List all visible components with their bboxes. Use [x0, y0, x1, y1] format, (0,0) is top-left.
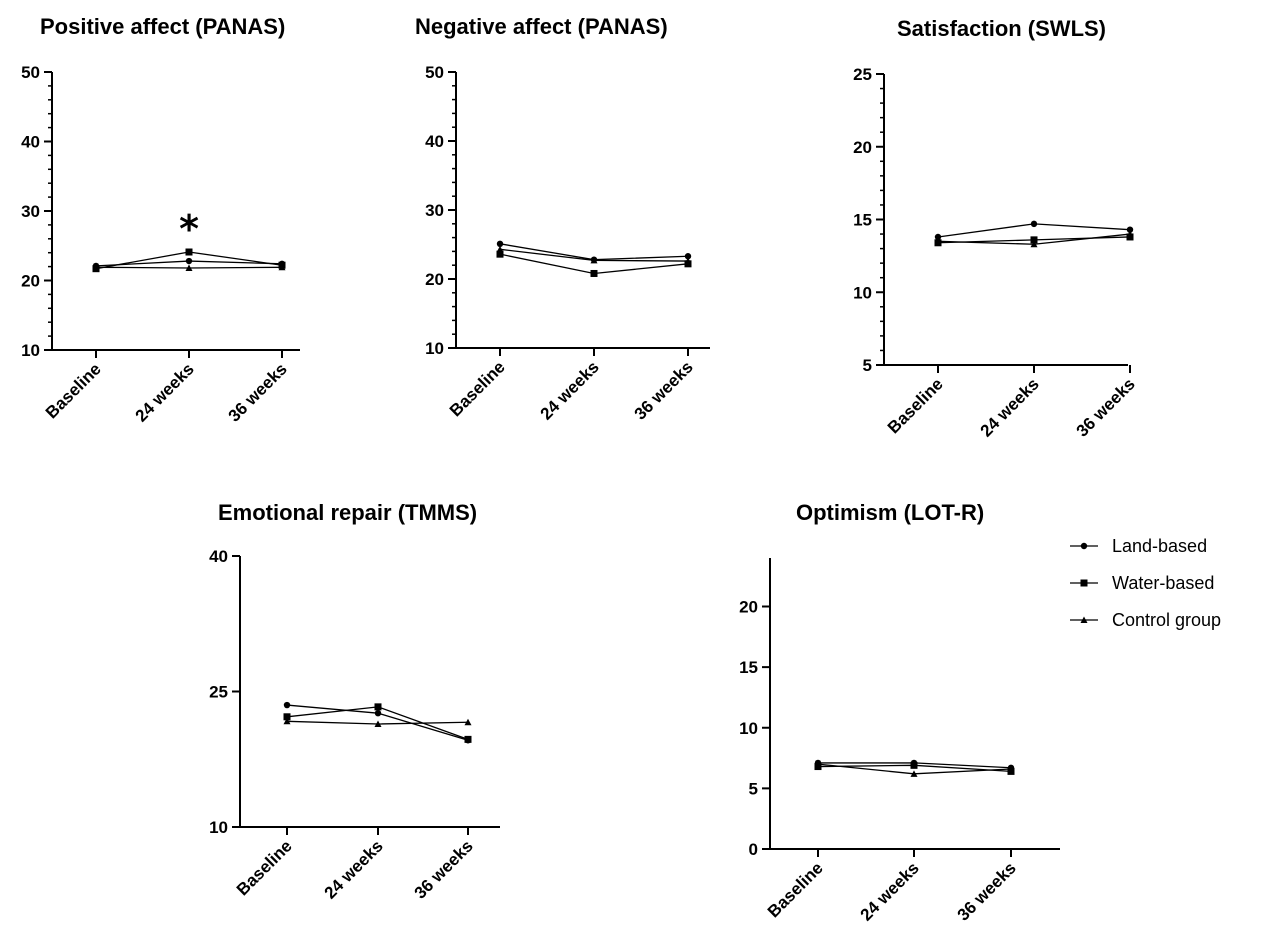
- x-tick-label: 36 weeks: [631, 357, 697, 423]
- data-point: [590, 256, 598, 264]
- x-tick-label: Baseline: [42, 359, 105, 422]
- y-tick-label: 20: [739, 598, 758, 617]
- data-point: [283, 701, 291, 709]
- panel-negative-affect: Negative affect (PANAS) 10 20 30 40 50 Baseli…: [415, 14, 710, 424]
- y-tick-label: 20: [853, 138, 872, 157]
- data-point: [910, 770, 918, 777]
- y-tick-label: 5: [863, 356, 872, 375]
- data-point: [496, 245, 504, 253]
- panel-positive-affect: Positive affect (PANAS) 10 20 30 40 50 Baseli…: [21, 14, 300, 426]
- panel-optimism: Optimism (LOT-R) 0 5 10 15 20 Baseline 24 week…: [739, 500, 1060, 925]
- chart-title: Satisfaction (SWLS): [897, 16, 1106, 41]
- chart-title: Positive affect (PANAS): [40, 14, 285, 39]
- legend-marker-dot: [1080, 542, 1088, 550]
- y-tick-label: 0: [749, 840, 758, 859]
- data-point: [464, 735, 472, 743]
- y-tick-label: 25: [853, 65, 872, 84]
- data-point: [1030, 220, 1038, 228]
- x-tick-label: 24 weeks: [321, 836, 387, 902]
- data-point: [684, 253, 692, 260]
- data-point: [910, 761, 918, 769]
- data-point: [1030, 240, 1038, 248]
- y-tick-label: 25: [209, 683, 228, 702]
- legend: Land-based Water-based Control group: [1070, 536, 1221, 630]
- data-point: [185, 257, 193, 265]
- y-tick-label: 40: [21, 133, 40, 152]
- chart-title: Optimism (LOT-R): [796, 500, 984, 525]
- x-tick-label: 36 weeks: [411, 836, 477, 902]
- data-point: [934, 233, 942, 241]
- legend-label: Land-based: [1112, 536, 1207, 556]
- y-tick-label: 40: [425, 132, 444, 151]
- legend-label: Water-based: [1112, 573, 1214, 593]
- legend-marker-square: [1080, 579, 1088, 587]
- y-tick-label: 40: [209, 547, 228, 566]
- legend-item: Water-based: [1070, 573, 1214, 593]
- y-tick-label: 10: [21, 341, 40, 360]
- y-tick-label: 10: [425, 339, 444, 358]
- x-tick-label: 36 weeks: [954, 858, 1020, 924]
- data-point: [185, 248, 193, 256]
- x-tick-label: Baseline: [884, 374, 947, 437]
- chart-title: Negative affect (PANAS): [415, 14, 668, 39]
- y-tick-label: 15: [853, 211, 872, 230]
- data-point: [496, 250, 504, 258]
- data-point: [92, 263, 100, 271]
- y-tick-label: 50: [425, 63, 444, 82]
- data-point: [374, 720, 382, 728]
- y-tick-label: 15: [739, 658, 758, 677]
- y-tick-label: 50: [21, 63, 40, 82]
- x-tick-label: Baseline: [764, 858, 827, 921]
- panel-emotional-repair: Emotional repair (TMMS) 10 25 40 Baseline 24…: [209, 500, 500, 903]
- data-point: [374, 709, 382, 717]
- data-point: [1007, 765, 1015, 772]
- y-tick-label: 30: [425, 201, 444, 220]
- panel-satisfaction: Satisfaction (SWLS) 5 10 15 20 25 Baseline 24 …: [853, 16, 1139, 441]
- y-tick-label: 30: [21, 202, 40, 221]
- x-tick-label: Baseline: [446, 357, 509, 420]
- y-tick-label: 10: [209, 818, 228, 837]
- x-tick-label: 24 weeks: [537, 357, 603, 423]
- data-point: [278, 263, 286, 271]
- significance-marker: *: [179, 207, 199, 251]
- x-tick-label: 24 weeks: [977, 374, 1043, 440]
- data-point: [684, 257, 692, 265]
- legend-item: Land-based: [1070, 536, 1207, 556]
- y-tick-label: 10: [739, 719, 758, 738]
- data-point: [374, 703, 382, 711]
- legend-item: Control group: [1070, 610, 1221, 630]
- chart-title: Emotional repair (TMMS): [218, 500, 477, 525]
- y-tick-label: 5: [749, 779, 758, 798]
- data-point: [590, 269, 598, 277]
- x-tick-label: 36 weeks: [1073, 374, 1139, 440]
- data-point: [1126, 230, 1134, 238]
- data-point: [1030, 236, 1038, 244]
- data-point: [934, 237, 942, 245]
- legend-label: Control group: [1112, 610, 1221, 630]
- x-tick-label: 24 weeks: [132, 359, 198, 425]
- y-tick-label: 10: [853, 283, 872, 302]
- data-point: [185, 264, 193, 271]
- y-tick-label: 20: [425, 270, 444, 289]
- x-tick-label: 24 weeks: [857, 858, 923, 924]
- data-point: [283, 717, 291, 725]
- x-tick-label: Baseline: [233, 836, 296, 899]
- y-tick-label: 20: [21, 272, 40, 291]
- data-point: [283, 713, 291, 721]
- data-point: [464, 718, 472, 726]
- x-tick-label: 36 weeks: [225, 359, 291, 425]
- data-point: [496, 240, 504, 248]
- data-point: [1126, 226, 1134, 233]
- data-point: [814, 760, 822, 768]
- legend-marker-triangle: [1080, 616, 1088, 623]
